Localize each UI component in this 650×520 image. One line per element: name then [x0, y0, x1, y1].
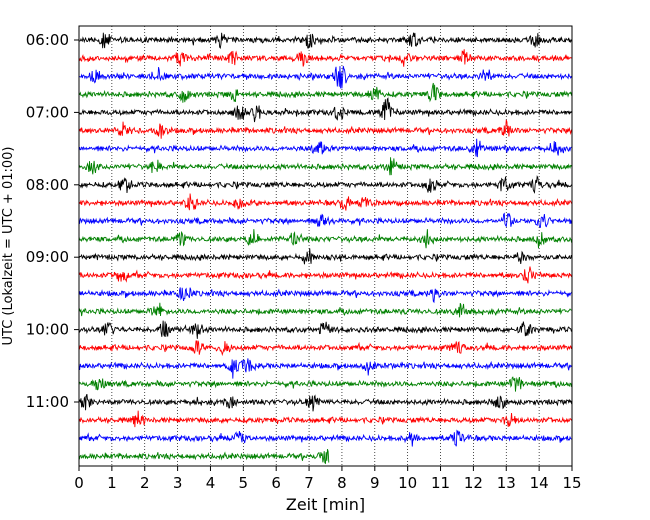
trace-1045: [78, 376, 573, 392]
trace-0815: [78, 193, 573, 211]
x-tick-label: 13: [497, 474, 516, 492]
x-tick-label: 12: [464, 474, 483, 492]
x-tick-label: 9: [370, 474, 380, 492]
trace-0730: [78, 138, 573, 158]
trace-1115: [78, 410, 573, 428]
x-tick-label: 6: [271, 474, 281, 492]
x-tick-label: 2: [140, 474, 150, 492]
trace-0830: [78, 212, 573, 229]
x-tick-label: 15: [562, 474, 581, 492]
y-tick-label: 10:00: [26, 321, 69, 339]
x-tick-label: 1: [107, 474, 117, 492]
trace-0630: [78, 65, 573, 89]
trace-0845: [78, 229, 573, 249]
trace-1015: [78, 340, 573, 357]
trace-0915: [78, 266, 573, 284]
trace-0745: [78, 157, 573, 176]
trace-1130: [78, 429, 573, 447]
trace-0645: [78, 82, 573, 103]
vertical-grid: [111, 26, 540, 466]
trace-0800: [78, 175, 573, 194]
trace-0900: [78, 248, 573, 265]
trace-1030: [78, 358, 573, 379]
trace-1100: [78, 393, 573, 412]
trace-layer: [78, 32, 573, 465]
trace-1145: [78, 448, 330, 465]
y-axis-label: UTC (Lokalzeit = UTC + 01:00): [1, 147, 16, 346]
x-tick-label: 8: [337, 474, 347, 492]
trace-0930: [78, 287, 573, 304]
trace-0715: [78, 119, 573, 139]
y-tick-label: 06:00: [26, 31, 69, 49]
x-tick-label: 11: [431, 474, 450, 492]
x-tick-label: 4: [206, 474, 216, 492]
x-tick-label: 10: [398, 474, 417, 492]
x-axis-label: Zeit [min]: [286, 495, 365, 514]
trace-0600: [78, 32, 573, 50]
x-tick-label: 0: [74, 474, 84, 492]
x-tick-label: 3: [173, 474, 183, 492]
y-tick-label: 08:00: [26, 176, 69, 194]
x-tick-label: 5: [239, 474, 249, 492]
y-tick-label: 11:00: [26, 393, 69, 411]
trace-0615: [78, 49, 573, 67]
x-axis: 0 1 2 3 4 5 6 7 8 9 10 11 12 13 14 15: [74, 466, 582, 492]
y-axis: 06:00 07:00 08:00 09:00 10:00 11:00: [26, 31, 79, 411]
plot-frame: [78, 25, 573, 467]
trace-0700: [78, 97, 573, 123]
y-tick-label: 07:00: [26, 103, 69, 121]
trace-0945: [78, 302, 573, 318]
trace-1000: [78, 320, 573, 339]
y-tick-label: 09:00: [26, 248, 69, 266]
x-tick-label: 7: [304, 474, 314, 492]
x-tick-label: 14: [530, 474, 549, 492]
